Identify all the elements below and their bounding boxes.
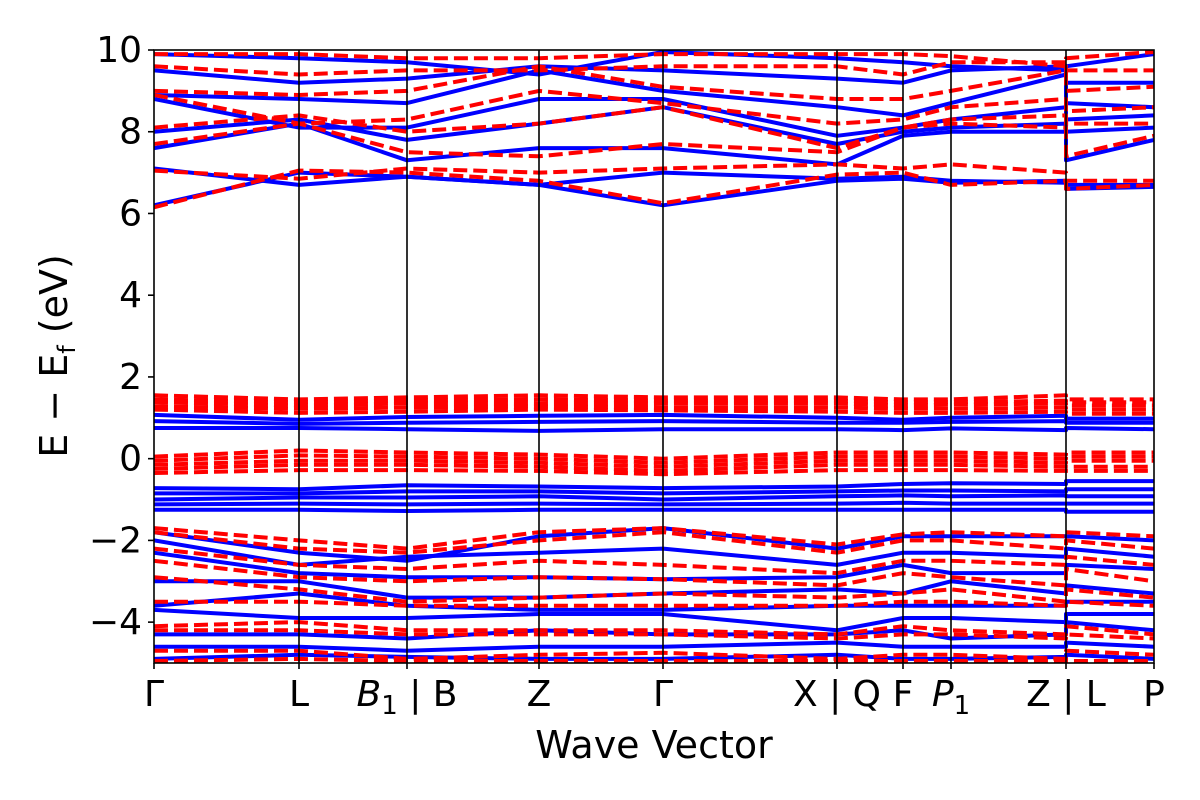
x-tick-label-0: Γ [144, 674, 164, 715]
x-tick-label-3: Z [527, 674, 552, 715]
y-tick-label-4: 4 [119, 275, 142, 316]
y-axis-title-main: E − E [32, 354, 76, 458]
solid-band-line-15 [154, 507, 1154, 514]
y-tick-label-7: 10 [96, 30, 142, 71]
y-axis-ticks: −4 −2 0 2 4 6 8 10 [89, 30, 154, 643]
solid-band-line-16 [154, 526, 1154, 563]
y-tick-label-6: 8 [119, 112, 142, 153]
x-tick-label-7: P1 [932, 674, 970, 721]
plot-frame [153, 49, 1155, 664]
kpoint-lines [298, 50, 1067, 663]
solid-band-line-14 [154, 500, 1154, 507]
y-tick-label-5: 6 [119, 193, 142, 234]
y-tick-label-2: 0 [119, 439, 142, 480]
x-axis-ticks: Γ L B1 | B Z Γ X | Q F P1 Z | L P [144, 663, 1165, 721]
x-tick-label-6: F [893, 674, 914, 715]
y-axis-title: E − Ef (eV) [32, 254, 81, 458]
x-tick-label-8: Z | L [1026, 674, 1106, 715]
x-axis-title: Wave Vector [535, 723, 773, 767]
y-tick-label-0: −4 [89, 602, 142, 643]
x-tick-label-1: L [289, 674, 309, 715]
x-tick-label-5: X | Q [793, 674, 881, 715]
x-tick-label-2: B1 | B [357, 674, 458, 721]
dashed-band-line-0 [154, 168, 1154, 210]
y-tick-label-3: 2 [119, 357, 142, 398]
plot-area [154, 50, 1154, 663]
y-tick-label-1: −2 [89, 520, 142, 561]
x-tick-label-9: P [1143, 674, 1165, 715]
y-axis-title-units: (eV) [32, 254, 76, 345]
dashed-band-line-27 [154, 656, 1154, 663]
y-axis-title-subscript: f [53, 345, 81, 354]
x-tick-label-4: Γ [653, 674, 673, 715]
